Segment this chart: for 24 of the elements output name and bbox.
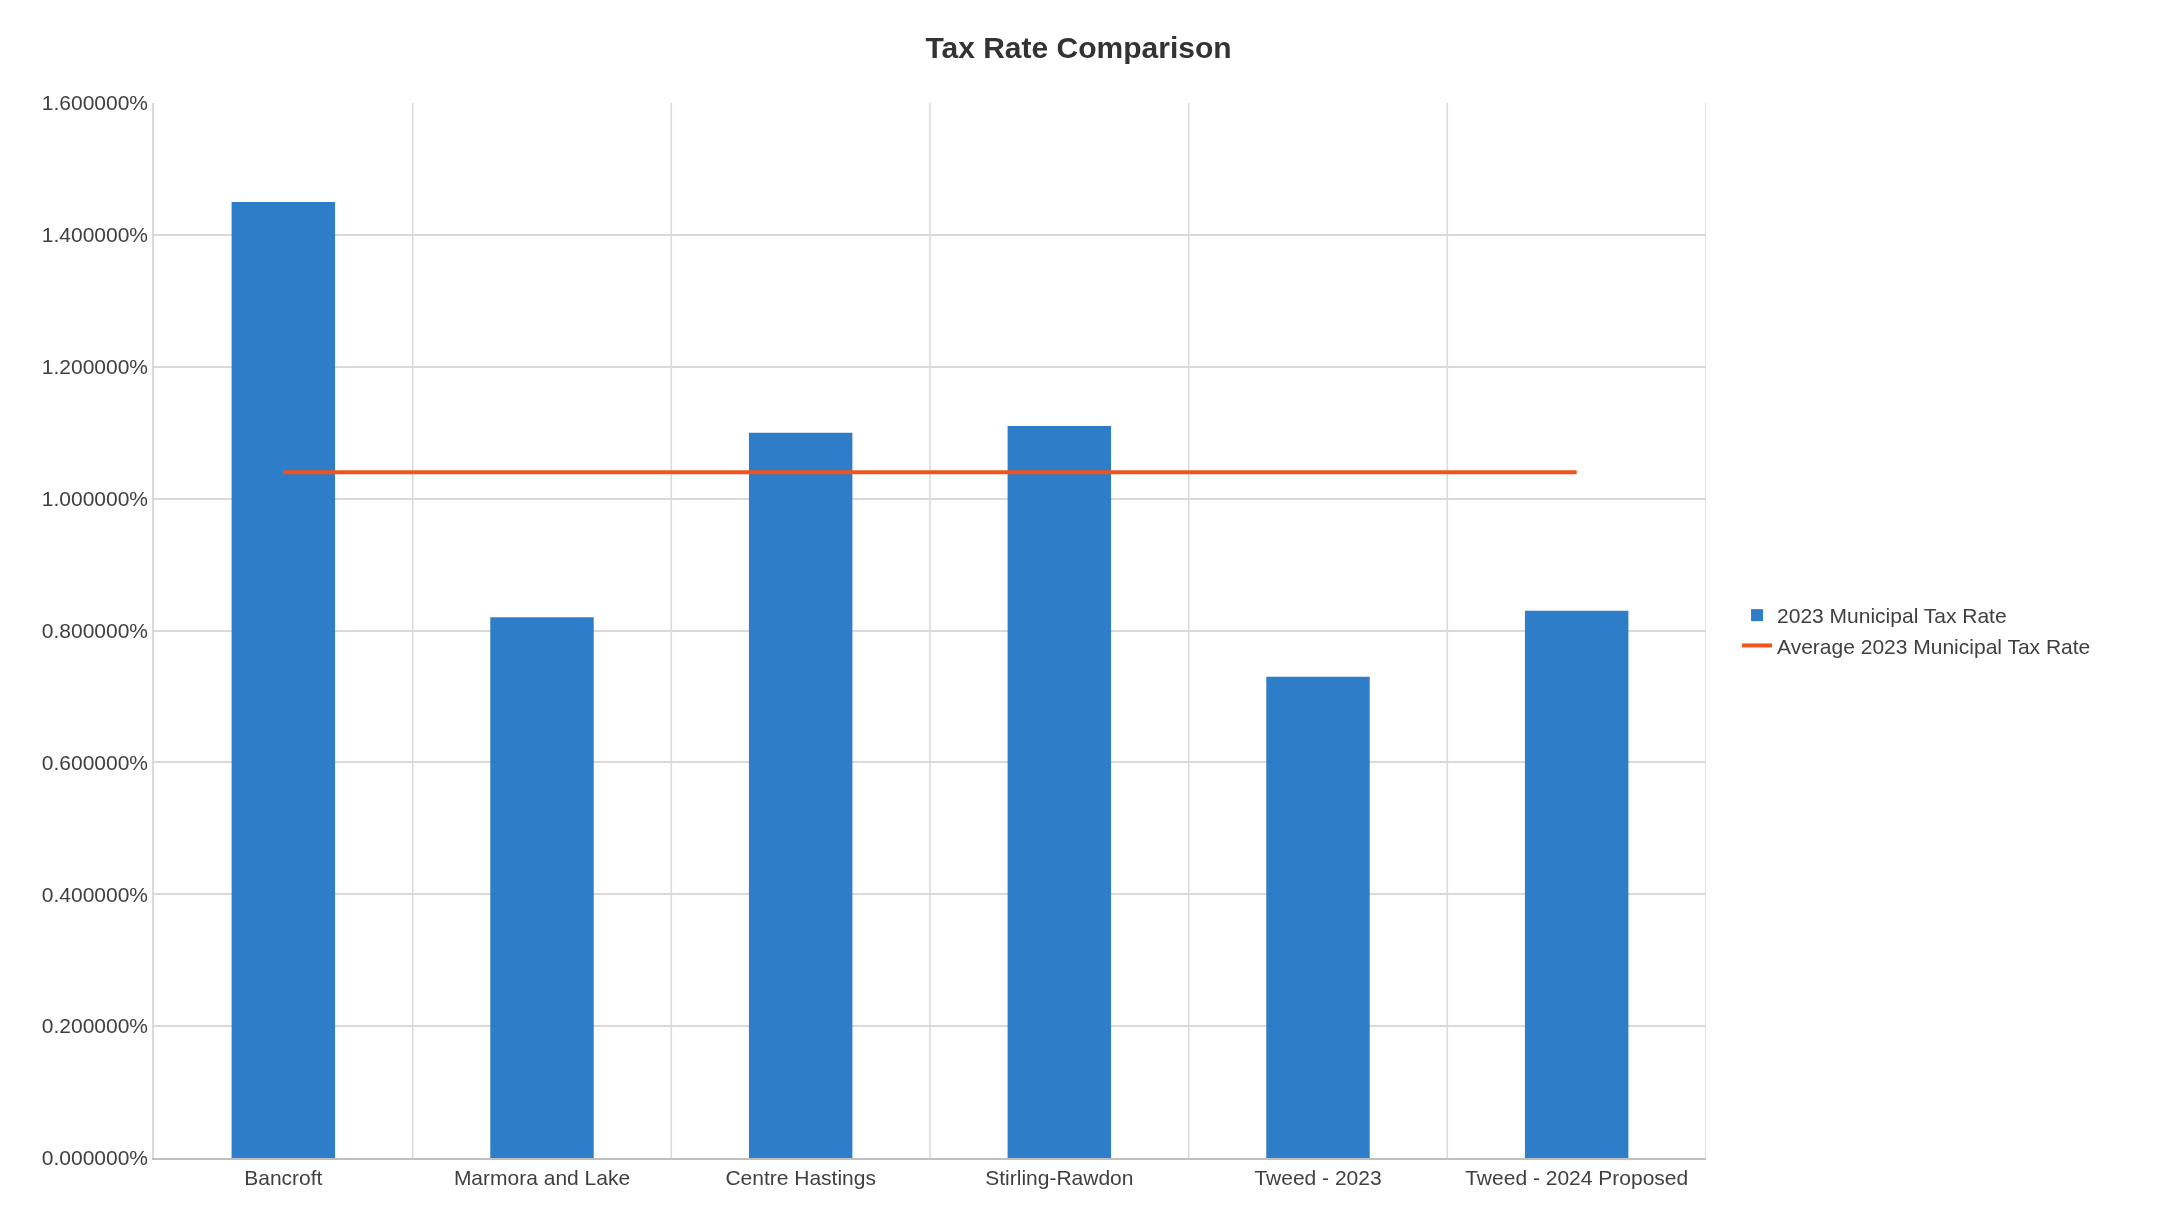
bar — [231, 201, 336, 1158]
x-tick-label: Bancroft — [244, 1165, 323, 1189]
x-tick-label: Stirling-Rawdon — [985, 1165, 1134, 1189]
x-tick-label: Marmora and Lake — [453, 1165, 631, 1189]
bar — [1266, 676, 1370, 1158]
y-tick-label: 0.800000% — [41, 618, 149, 642]
bar — [490, 617, 594, 1158]
legend-label: 2023 Municipal Tax Rate — [1777, 604, 2007, 628]
bar — [1007, 426, 1112, 1158]
y-tick-label: 0.400000% — [41, 882, 149, 906]
y-tick-label: 0.200000% — [41, 1014, 149, 1038]
x-tick-label: Centre Hastings — [725, 1165, 876, 1189]
y-tick-label: 0.000000% — [41, 1146, 149, 1170]
y-tick-label: 1.000000% — [41, 486, 149, 510]
legend-label: Average 2023 Municipal Tax Rate — [1777, 634, 2091, 658]
x-tick-label: Tweed - 2023 — [1254, 1165, 1382, 1189]
bar — [1524, 610, 1629, 1158]
y-tick-label: 0.600000% — [41, 750, 149, 774]
y-tick-label: 1.400000% — [41, 223, 149, 247]
y-tick-label: 1.600000% — [41, 91, 149, 115]
y-tick-label: 1.200000% — [41, 355, 149, 379]
x-tick-label: Tweed - 2024 Proposed — [1465, 1165, 1689, 1189]
chart-title: Tax Rate Comparison — [925, 30, 1232, 64]
bar — [748, 432, 853, 1158]
